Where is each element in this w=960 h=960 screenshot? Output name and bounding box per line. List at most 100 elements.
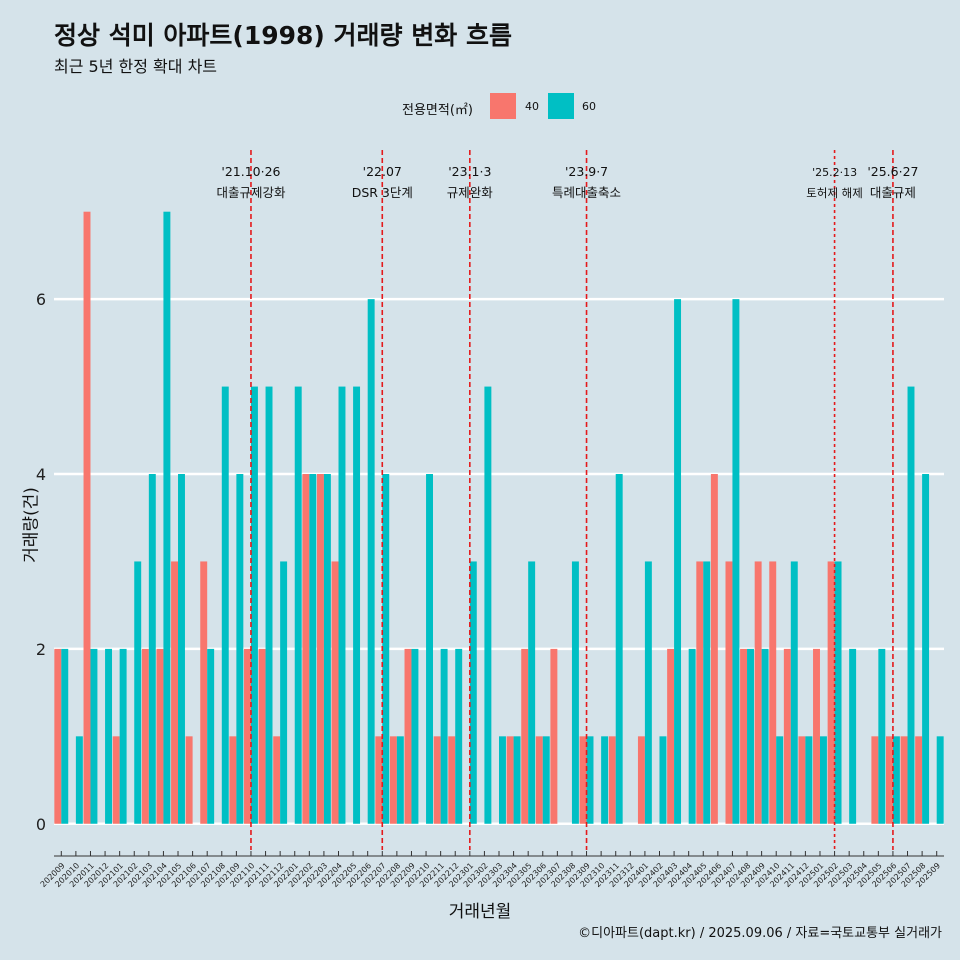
x-axis-label: 거래년월 [448,902,512,922]
bar-60-202405 [703,561,711,824]
bar-60-202402 [659,736,667,824]
bar-60-202102 [134,561,142,824]
bar-40-202111 [258,648,266,824]
bar-60-202412 [805,736,813,824]
bar-60-202303 [499,736,506,824]
y-axis-label: 거래량(건) [21,487,42,563]
event-name-label: 특례대출축소 [552,185,621,200]
bar-60-202403 [674,299,682,824]
bar-60-202104 [163,211,171,824]
bar-40-202408 [740,648,748,824]
bar-60-202310 [601,736,609,824]
legend-title: 전용면적(㎡) [402,103,473,118]
bar-40-202409 [754,561,762,824]
bar-60-202507 [907,386,915,824]
legend-swatch-60 [548,93,574,119]
bar-40-202307 [550,648,558,824]
y-tick-label: 6 [36,290,46,309]
bar-60-202505 [878,648,886,824]
bar-40-202501 [813,648,820,824]
bar-40-202506 [885,736,893,824]
bar-60-202011 [90,648,98,824]
bar-60-202203 [323,474,331,824]
bar-60-202410 [776,736,784,824]
bar-60-202212 [455,648,463,824]
bar-40-202405 [696,561,704,824]
bar-60-202411 [790,561,798,824]
bar-40-202311 [608,736,616,824]
bar-60-202211 [440,648,448,824]
bar-40-202104 [156,648,164,824]
bar-60-202308 [571,561,579,824]
bar-40-202407 [725,561,733,824]
bar-60-202109 [236,474,244,824]
bar-60-202502 [834,561,842,824]
bar-60-202508 [922,474,930,824]
bar-60-202105 [178,474,185,824]
bar-40-202110 [244,648,251,824]
bar-60-202012 [105,648,113,824]
bar-60-202407 [732,299,740,824]
bar-60-202111 [265,386,273,824]
bar-60-202210 [426,474,433,824]
event-name-label: DSR 3단계 [352,185,413,200]
bar-60-202311 [615,474,623,824]
bar-60-202503 [849,648,857,824]
bar-60-202204 [338,386,346,824]
bar-40-202109 [229,736,237,824]
bar-60-202208 [396,736,404,824]
bar-60-202509 [936,736,944,824]
bar-40-202309 [579,736,587,824]
bar-40-202305 [521,648,529,824]
bar-40-202103 [141,648,149,824]
bar-40-202403 [667,648,675,824]
bar-60-202201 [294,386,302,824]
bar-40-202406 [710,474,718,824]
source-caption: ©디아파트(dapt.kr) / 2025.09.06 / 자료=국토교통부 실… [578,926,942,941]
bar-60-202506 [892,736,900,824]
bar-40-202401 [637,736,645,824]
bar-40-202106 [185,736,193,824]
bar-60-202103 [148,474,156,824]
y-tick-label: 4 [36,465,46,484]
bar-40-202410 [769,561,777,824]
event-date-label: '23.9·7 [565,164,608,179]
bar-40-202101 [112,736,120,824]
event-name-label: 토허제 해제 [806,186,863,200]
bar-40-202412 [798,736,806,824]
event-date-label: '25.2·13 [812,166,857,179]
bar-60-202404 [688,648,696,824]
bar-60-202302 [484,386,492,824]
bar-60-202202 [309,474,317,824]
legend: 전용면적(㎡) 40 60 [0,93,960,121]
bar-40-202207 [375,736,383,824]
bar-60-202108 [221,386,229,824]
event-name-label: 대출규제 [870,185,916,200]
bar-40-202304 [506,736,514,824]
bar-40-202306 [535,736,543,824]
bar-40-202507 [900,736,908,824]
bar-60-202301 [469,561,477,824]
bar-40-202211 [433,736,441,824]
chart-subtitle: 최근 5년 한정 확대 차트 [54,57,218,76]
bar-60-202205 [353,386,361,824]
bar-60-202401 [644,561,652,824]
event-date-label: '25.6·27 [867,164,918,179]
event-date-label: '22.07 [363,164,402,179]
bar-40-202508 [915,736,923,824]
bar-60-202110 [250,386,258,824]
bar-40-202505 [871,736,879,824]
bar-40-202105 [171,561,179,824]
bar-60-202107 [207,648,215,824]
bar-40-202112 [273,736,281,824]
bar-60-202112 [280,561,288,824]
bar-60-202207 [382,474,390,824]
bar-40-202203 [316,474,324,824]
bar-40-202411 [783,648,791,824]
bar-40-202011 [83,211,91,824]
bar-40-202208 [389,736,397,824]
event-name-label: 대출규제강화 [216,185,286,200]
bar-60-202305 [528,561,536,824]
bar-60-202206 [367,299,375,824]
